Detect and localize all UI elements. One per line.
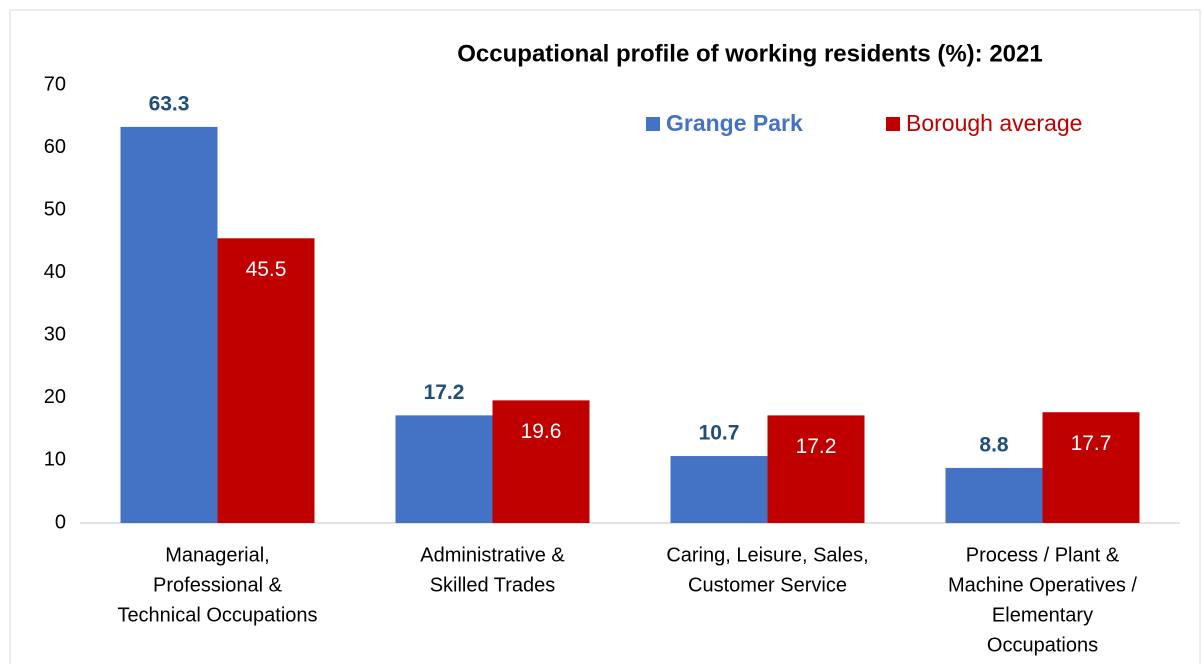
legend-label: Borough average [906,110,1082,136]
y-tick-label: 20 [44,386,66,408]
x-tick-label: Customer Service [688,574,847,596]
y-tick-label: 70 [44,73,66,95]
bar [945,467,1043,523]
data-label: 63.3 [149,92,190,115]
legend-swatch [646,117,660,131]
data-label: 10.7 [699,422,740,445]
chart-title: Occupational profile of working resident… [457,40,1042,67]
legend-swatch [886,117,900,131]
bar [120,126,218,524]
data-label: 45.5 [246,258,287,281]
data-label: 17.2 [424,381,465,404]
data-label: 17.7 [1071,432,1112,455]
legend-label: Grange Park [666,110,803,136]
x-tick-label: Managerial, [165,544,270,566]
y-tick-label: 60 [44,136,66,158]
bar [767,415,865,523]
bar [217,238,315,524]
x-tick-label: Skilled Trades [430,574,556,596]
x-tick-label: Technical Occupations [117,604,317,626]
x-tick-label: Occupations [987,634,1098,656]
x-tick-label: Process / Plant & [966,544,1120,566]
bar [670,456,768,523]
bar [1042,412,1140,523]
y-tick-label: 0 [55,511,66,533]
x-tick-label: Caring, Leisure, Sales, [666,544,868,566]
y-tick-label: 40 [44,261,66,283]
x-tick-label: Administrative & [420,544,565,566]
y-tick-label: 50 [44,198,66,220]
bar [395,415,493,523]
y-tick-label: 10 [44,449,66,471]
bar [492,400,590,523]
x-tick-label: Professional & [153,574,283,596]
data-label: 19.6 [521,420,562,443]
y-tick-label: 30 [44,324,66,346]
x-tick-label: Elementary [992,604,1093,626]
data-label: 17.2 [796,435,837,458]
data-label: 8.8 [979,433,1009,456]
x-tick-label: Machine Operatives / [948,574,1137,596]
